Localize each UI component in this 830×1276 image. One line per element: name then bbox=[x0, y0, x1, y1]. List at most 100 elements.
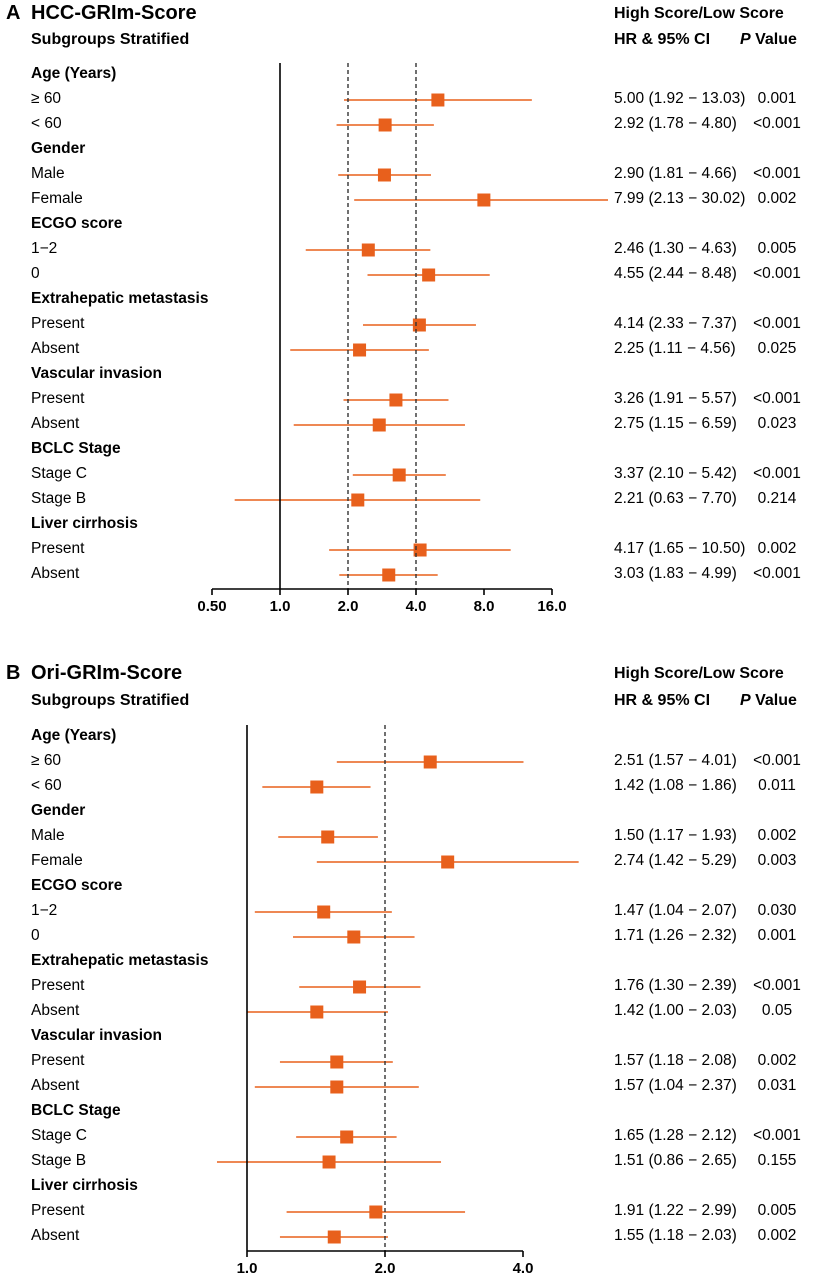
p-value: 0.005 bbox=[757, 1202, 797, 1219]
hr-ci-value: 1.55 (1.18 − 2.03) bbox=[614, 1227, 737, 1244]
hr-marker bbox=[310, 1005, 324, 1019]
hr-marker bbox=[353, 343, 367, 357]
x-tick-label: 2.0 bbox=[375, 1260, 396, 1276]
group-label: Age (Years) bbox=[31, 727, 117, 744]
p-value: 0.214 bbox=[757, 490, 797, 507]
hr-marker bbox=[423, 755, 437, 769]
hr-ci-value: 1.42 (1.08 − 1.86) bbox=[614, 777, 737, 794]
p-value: <0.001 bbox=[753, 265, 801, 282]
hr-ci-value: 7.99 (2.13 − 30.02) bbox=[614, 190, 746, 207]
row-label: 1−2 bbox=[31, 240, 58, 257]
hr-marker bbox=[351, 493, 365, 507]
p-value: 0.003 bbox=[757, 852, 797, 869]
row-label: Absent bbox=[31, 565, 80, 582]
hr-marker bbox=[369, 1205, 383, 1219]
panel-b-header-group: High Score/Low Score bbox=[614, 665, 784, 682]
row-label: Stage B bbox=[31, 490, 87, 507]
hr-marker bbox=[347, 930, 361, 944]
hr-marker bbox=[477, 193, 491, 207]
panel-a-header-group: High Score/Low Score bbox=[614, 5, 784, 22]
row-label: Female bbox=[31, 190, 83, 207]
p-value: 0.002 bbox=[757, 1227, 797, 1244]
x-tick-label: 2.0 bbox=[338, 598, 359, 615]
hr-marker bbox=[378, 118, 392, 132]
group-label: Liver cirrhosis bbox=[31, 1177, 138, 1194]
group-label: Extrahepatic metastasis bbox=[31, 290, 209, 307]
row-label: Absent bbox=[31, 1002, 80, 1019]
p-value: 0.025 bbox=[757, 340, 797, 357]
p-value: 0.002 bbox=[757, 1052, 797, 1069]
hr-marker bbox=[412, 318, 426, 332]
panel-b-header-ci: HR & 95% CI bbox=[614, 692, 711, 709]
hr-ci-value: 2.46 (1.30 − 4.63) bbox=[614, 240, 737, 257]
p-value: <0.001 bbox=[753, 115, 801, 132]
hr-ci-value: 2.74 (1.42 − 5.29) bbox=[614, 852, 737, 869]
row-label: Present bbox=[31, 977, 85, 994]
hr-ci-value: 1.57 (1.04 − 2.37) bbox=[614, 1077, 737, 1094]
hr-marker bbox=[413, 543, 427, 557]
hr-marker bbox=[327, 1230, 341, 1244]
group-label: Gender bbox=[31, 140, 86, 157]
panel-a-header-ci: HR & 95% CI bbox=[614, 31, 711, 48]
p-value: <0.001 bbox=[753, 1127, 801, 1144]
row-label: Stage C bbox=[31, 465, 88, 482]
row-label: Present bbox=[31, 315, 85, 332]
row-label: Female bbox=[31, 852, 83, 869]
hr-ci-value: 2.51 (1.57 − 4.01) bbox=[614, 752, 737, 769]
hr-marker bbox=[372, 418, 386, 432]
row-label: Present bbox=[31, 1202, 85, 1219]
row-label: Absent bbox=[31, 340, 80, 357]
hr-marker bbox=[389, 393, 403, 407]
group-label: ECGO score bbox=[31, 877, 123, 894]
group-label: Extrahepatic metastasis bbox=[31, 952, 209, 969]
p-value: <0.001 bbox=[753, 565, 801, 582]
hr-ci-value: 2.90 (1.81 − 4.66) bbox=[614, 165, 737, 182]
row-label: Stage B bbox=[31, 1152, 87, 1169]
hr-marker bbox=[382, 568, 396, 582]
p-value: <0.001 bbox=[753, 465, 801, 482]
panel-b-subtitle: Subgroups Stratified bbox=[31, 692, 190, 709]
hr-ci-value: 1.65 (1.28 − 2.12) bbox=[614, 1127, 737, 1144]
p-value: 0.005 bbox=[757, 240, 797, 257]
hr-ci-value: 3.37 (2.10 − 5.42) bbox=[614, 465, 737, 482]
hr-ci-value: 1.71 (1.26 − 2.32) bbox=[614, 927, 737, 944]
row-label: Stage C bbox=[31, 1127, 88, 1144]
panel-b-letter: B bbox=[6, 662, 21, 684]
row-label: Present bbox=[31, 540, 85, 557]
panel-b-header-p: P Value bbox=[740, 692, 797, 709]
hr-marker bbox=[422, 268, 436, 282]
p-value: 0.031 bbox=[757, 1077, 797, 1094]
panel-a-letter: A bbox=[6, 2, 21, 24]
row-label: 0 bbox=[31, 265, 40, 282]
p-value: 0.023 bbox=[757, 415, 797, 432]
p-value: <0.001 bbox=[753, 977, 801, 994]
p-value: 0.030 bbox=[757, 902, 797, 919]
p-value: 0.001 bbox=[757, 90, 797, 107]
row-label: Absent bbox=[31, 1077, 80, 1094]
hr-ci-value: 3.26 (1.91 − 5.57) bbox=[614, 390, 737, 407]
group-label: Vascular invasion bbox=[31, 1027, 162, 1044]
hr-marker bbox=[330, 1080, 344, 1094]
hr-marker bbox=[317, 905, 331, 919]
panel-a-subtitle: Subgroups Stratified bbox=[31, 31, 190, 48]
hr-marker bbox=[377, 168, 391, 182]
panel-a-title: HCC-GRIm-Score bbox=[31, 2, 197, 24]
hr-marker bbox=[441, 855, 455, 869]
hr-ci-value: 1.47 (1.04 − 2.07) bbox=[614, 902, 737, 919]
hr-ci-value: 1.76 (1.30 − 2.39) bbox=[614, 977, 737, 994]
group-label: Liver cirrhosis bbox=[31, 515, 138, 532]
hr-marker bbox=[431, 93, 445, 107]
p-value: 0.002 bbox=[757, 540, 797, 557]
row-label: Present bbox=[31, 1052, 85, 1069]
row-label: < 60 bbox=[31, 115, 62, 132]
group-label: Age (Years) bbox=[31, 65, 117, 82]
group-label: ECGO score bbox=[31, 215, 123, 232]
row-label: ≥ 60 bbox=[31, 752, 62, 769]
x-tick-label: 8.0 bbox=[474, 598, 495, 615]
x-tick-label: 4.0 bbox=[406, 598, 427, 615]
row-label: Present bbox=[31, 390, 85, 407]
hr-marker bbox=[340, 1130, 354, 1144]
hr-ci-value: 2.21 (0.63 − 7.70) bbox=[614, 490, 737, 507]
row-label: 0 bbox=[31, 927, 40, 944]
